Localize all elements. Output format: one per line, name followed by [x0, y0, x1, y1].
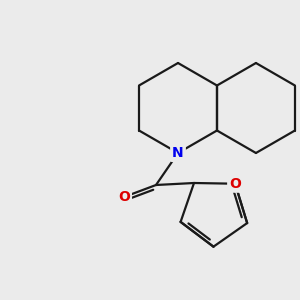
Text: N: N — [172, 146, 184, 160]
Text: O: O — [229, 177, 241, 191]
Text: O: O — [118, 190, 130, 204]
